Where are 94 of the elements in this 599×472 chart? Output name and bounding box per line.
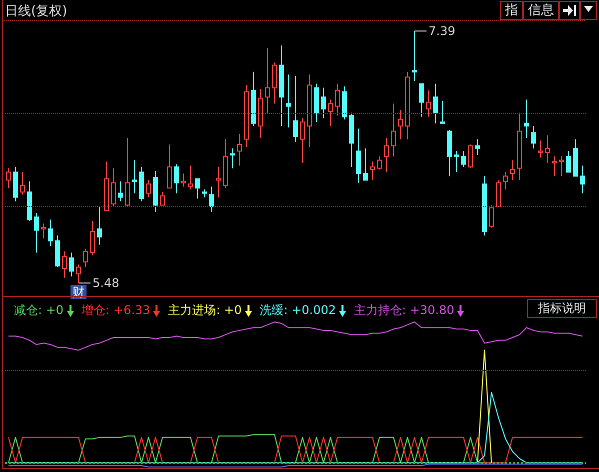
text: 洗缓: +0.002 xyxy=(260,302,336,319)
candlestick xyxy=(426,90,431,118)
candlestick xyxy=(531,125,536,149)
candlestick xyxy=(461,150,466,168)
candlestick xyxy=(209,186,214,212)
candlestick xyxy=(6,168,11,189)
candlestick xyxy=(237,133,242,166)
candlestick xyxy=(48,219,53,247)
candlestick xyxy=(139,166,144,202)
candlestick xyxy=(503,172,508,190)
candlestick xyxy=(538,140,543,158)
candlestick xyxy=(97,206,102,246)
candlestick xyxy=(293,75,298,142)
candlestick xyxy=(181,172,186,188)
candlestick xyxy=(223,138,228,189)
candlestick xyxy=(377,156,382,170)
candlestick xyxy=(111,168,116,207)
text: 7.39 xyxy=(428,24,456,38)
candlestick xyxy=(524,99,529,138)
text: 指标说明 xyxy=(527,299,597,318)
candlestick xyxy=(573,138,578,177)
candlestick xyxy=(272,62,277,104)
text: 主力进场: +0 xyxy=(168,302,242,319)
candlestick xyxy=(433,83,438,124)
candlestick xyxy=(244,84,249,148)
candlestick xyxy=(265,48,270,114)
candlestick xyxy=(510,160,515,181)
candlestick xyxy=(370,161,375,181)
candlestick xyxy=(258,88,263,138)
candlestick xyxy=(489,204,494,228)
candlestick xyxy=(580,165,585,194)
candlestick xyxy=(412,30,417,82)
candlestick xyxy=(335,83,340,116)
candlestick xyxy=(356,128,361,184)
text: 增仓: +6.33 xyxy=(82,302,150,319)
candlestick xyxy=(545,134,550,164)
candlestick xyxy=(286,74,291,128)
chart-title: 日线(复权) xyxy=(5,3,68,20)
candlestick xyxy=(552,156,557,177)
candlestick xyxy=(83,248,88,268)
candlestick xyxy=(34,212,39,254)
candlestick xyxy=(405,71,410,140)
candlestick xyxy=(132,160,137,194)
candlestick xyxy=(202,188,207,198)
candlestick xyxy=(384,137,389,173)
candlestick xyxy=(517,112,522,181)
candlestick xyxy=(447,129,452,177)
candlestick xyxy=(62,250,67,278)
candlestick xyxy=(279,45,284,126)
candlestick xyxy=(328,99,333,126)
candlestick xyxy=(454,150,459,173)
candlestick xyxy=(146,180,151,198)
text: 主力持仓: +30.80 xyxy=(354,302,454,319)
candlestick xyxy=(342,86,347,120)
candlestick xyxy=(440,100,445,124)
candlestick xyxy=(27,180,32,222)
candlestick xyxy=(167,144,172,189)
candlestick xyxy=(300,118,305,164)
candlestick xyxy=(55,235,60,268)
candlestick xyxy=(251,71,256,126)
text: 减仓: +0 xyxy=(14,302,64,319)
candlestick xyxy=(419,83,424,118)
candlestick xyxy=(125,137,130,207)
candlestick xyxy=(349,112,354,168)
candlestick xyxy=(230,148,235,169)
candlestick xyxy=(188,165,193,190)
candlestick xyxy=(20,172,25,196)
candlestick xyxy=(216,166,221,198)
candlestick xyxy=(195,178,200,200)
candlestick xyxy=(363,148,368,181)
candlestick xyxy=(468,144,473,169)
candlestick xyxy=(90,220,95,256)
text: 5.48 xyxy=(92,276,120,290)
candlestick xyxy=(566,150,571,173)
candlestick xyxy=(496,180,501,207)
candlestick xyxy=(475,138,480,156)
candlestick xyxy=(13,166,18,202)
candlestick xyxy=(153,170,158,212)
candlestick xyxy=(69,252,74,277)
candlestick xyxy=(559,156,564,177)
text: 指 xyxy=(500,1,523,20)
candlestick xyxy=(321,87,326,119)
candlestick xyxy=(391,103,396,157)
candlestick xyxy=(160,191,165,206)
candlestick xyxy=(307,74,312,148)
text: 信息 xyxy=(523,1,559,20)
candlestick xyxy=(104,161,109,211)
candlestick xyxy=(398,110,403,140)
candlestick xyxy=(174,164,179,194)
candlestick xyxy=(76,264,81,284)
candlestick xyxy=(482,176,487,236)
candlestick xyxy=(314,83,319,123)
candlestick xyxy=(118,180,123,202)
candlestick xyxy=(41,223,46,239)
